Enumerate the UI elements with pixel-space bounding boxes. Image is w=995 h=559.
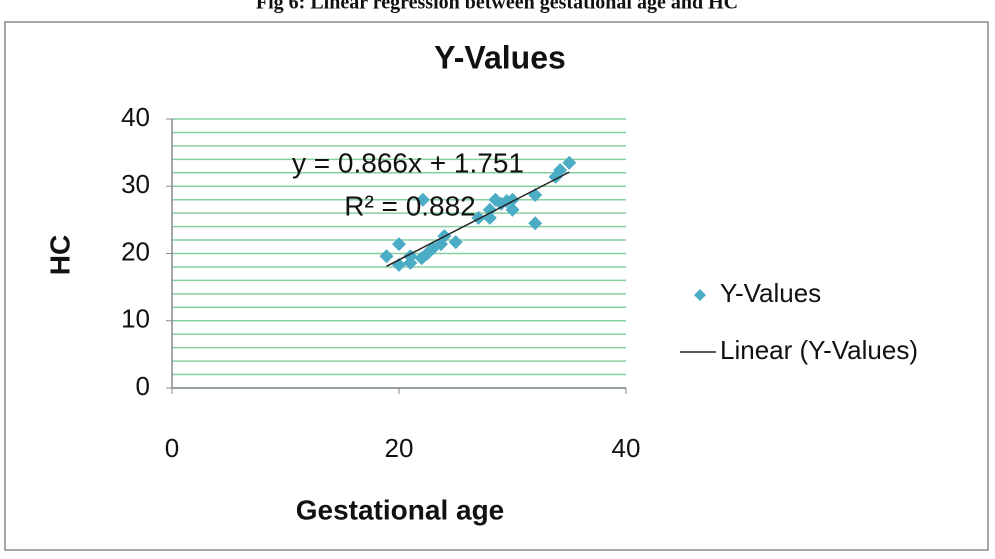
x-axis-label: Gestational age (296, 494, 505, 525)
y-tick-label: 40 (121, 102, 150, 132)
scatter-point (415, 192, 430, 207)
y-tick-label: 20 (121, 236, 150, 266)
x-tick-label: 20 (385, 433, 414, 463)
legend-label: Y-Values (720, 278, 821, 308)
y-tick-label: 0 (136, 371, 150, 401)
scatter-point (392, 237, 406, 252)
y-tick-label: 30 (121, 169, 150, 199)
chart-title: Y-Values (434, 39, 566, 75)
scatter-point (553, 163, 568, 178)
scatter-point (448, 235, 463, 250)
x-tick-label: 40 (612, 433, 641, 463)
chart-border (4, 21, 989, 551)
legend-label: Linear (Y-Values) (720, 335, 918, 365)
y-tick-label: 10 (121, 304, 150, 334)
scatter-point (562, 155, 577, 170)
trend-line (386, 171, 570, 267)
scatter-point (482, 202, 497, 217)
y-axis-label: HC (44, 235, 75, 275)
scatter-point (379, 249, 394, 264)
scatter-point (403, 255, 418, 270)
legend-marker (694, 289, 706, 301)
annotation: R² = 0.882 (344, 190, 476, 221)
scatter-point (528, 216, 543, 231)
annotation: y = 0.866x + 1.751 (292, 147, 524, 178)
caption: Fig 6: Linear regression between gestati… (256, 0, 738, 14)
scatter-point (505, 202, 520, 217)
x-tick-label: 0 (165, 433, 179, 463)
